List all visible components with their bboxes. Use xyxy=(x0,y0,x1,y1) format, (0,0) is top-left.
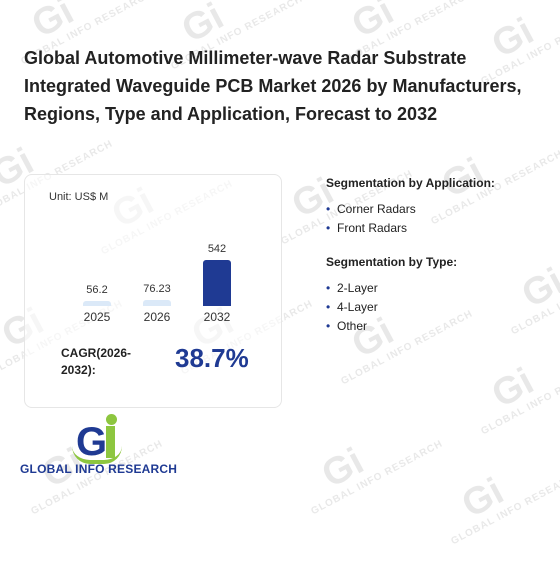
bullet-icon: • xyxy=(326,300,331,314)
logo-text: GLOBAL INFO RESEARCH xyxy=(20,462,178,476)
list-item: • Corner Radars xyxy=(326,202,495,216)
type-item-label: 4-Layer xyxy=(337,300,378,314)
unit-label: Unit: US$ M xyxy=(49,191,109,203)
type-item-label: Other xyxy=(337,319,368,333)
bar-chart: 56.2 2025 76.23 2026 542 2032 xyxy=(25,175,281,335)
page-title: Global Automotive Millimeter-wave Radar … xyxy=(24,48,522,124)
company-logo: G GLOBAL INFO RESEARCH xyxy=(20,414,190,480)
cagr-value: 38.7% xyxy=(175,343,249,373)
bar-value-label: 76.23 xyxy=(143,282,171,295)
list-item: • 2-Layer xyxy=(326,281,457,295)
logo-swoosh xyxy=(72,446,122,464)
bar-value-label: 56.2 xyxy=(86,284,108,296)
logo-i-stem xyxy=(106,426,115,458)
segmentation-type: Segmentation by Type: • 2-Layer • 4-Layer … xyxy=(326,255,457,338)
segmentation-application-title: Segmentation by Application: xyxy=(326,176,495,190)
bar-category-label: 2025 xyxy=(83,310,111,324)
list-item: • Other xyxy=(326,319,457,333)
segmentation-application: Segmentation by Application: • Corner Rad… xyxy=(326,176,495,240)
list-item: • Front Radars xyxy=(326,221,495,235)
bullet-icon: • xyxy=(326,319,331,333)
bullet-icon: • xyxy=(326,221,331,235)
segmentation-type-title: Segmentation by Type: xyxy=(326,255,458,269)
bar-value-label: 542 xyxy=(207,243,227,255)
bar-category-label: 2032 xyxy=(203,310,231,324)
application-list: • Corner Radars • Front Radars xyxy=(326,202,495,235)
application-item-label: Front Radars xyxy=(337,221,408,235)
bullet-icon: • xyxy=(326,281,331,295)
bar-2026 xyxy=(143,299,171,306)
bar-2025 xyxy=(83,301,111,306)
cagr-label: CAGR(2026-2032): xyxy=(61,346,132,377)
bullet-icon: • xyxy=(326,202,331,216)
bar-category-label: 2026 xyxy=(143,310,171,324)
logo-i-dot xyxy=(106,414,117,425)
market-size-card: Unit: US$ M 56.2 2025 76.23 2026 542 2032 CAG… xyxy=(24,174,282,408)
type-item-label: 2-Layer xyxy=(337,281,378,295)
list-item: • 4-Layer xyxy=(326,300,457,314)
application-item-label: Corner Radars xyxy=(337,202,416,216)
type-list: • 2-Layer • 4-Layer • Other xyxy=(326,281,457,333)
bar-2032 xyxy=(203,260,231,306)
